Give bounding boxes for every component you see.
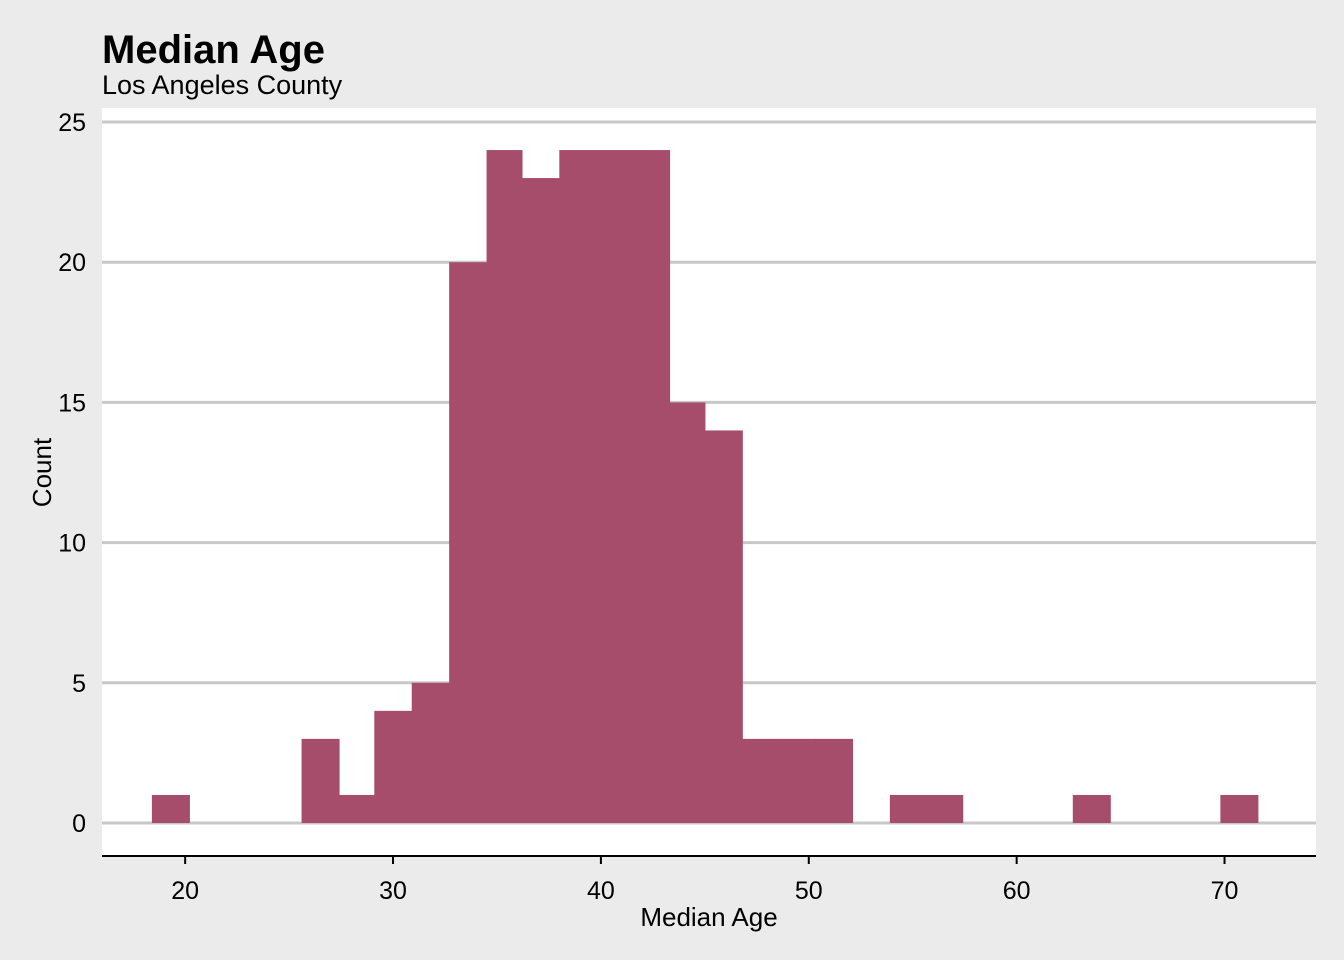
x-axis: 20 30 40 50 60 70 [102,855,1316,905]
x-tick-label-20: 20 [171,877,199,905]
y-tick-label-10: 10 [58,530,86,558]
histogram-bar-13 [742,738,781,823]
x-axis-label: Median Age [640,902,777,932]
histogram-bar-5 [449,262,488,823]
chart-subtitle: Los Angeles County [102,70,343,100]
histogram-bar-4 [411,682,450,823]
histogram-bar-16 [889,794,926,823]
histogram-bar-10 [632,150,671,824]
histogram-bar-17 [925,794,964,823]
histogram-bar-15 [815,738,854,823]
x-tick-label-70: 70 [1211,877,1239,905]
y-tick-label-15: 15 [58,389,86,417]
histogram-bar-1 [301,738,340,823]
y-axis-label: Count [27,437,57,507]
histogram-bar-8 [559,150,598,824]
y-tick-label-5: 5 [72,670,86,698]
chart-title: Median Age [102,28,325,72]
histogram-bar-9 [596,150,633,824]
histogram-bar-3 [374,710,413,823]
histogram-bar-7 [521,178,560,823]
histogram-bar-19 [1220,794,1259,823]
histogram-bar-0 [151,794,190,823]
histogram-bar-11 [669,402,706,823]
y-tick-label-20: 20 [58,249,86,277]
histogram-bar-18 [1072,794,1111,823]
x-tick-label-60: 60 [1003,877,1031,905]
y-tick-label-25: 25 [58,109,86,137]
y-tick-label-0: 0 [72,810,86,838]
histogram-bar-2 [338,794,375,823]
x-tick-label-30: 30 [379,877,407,905]
x-tick-label-50: 50 [795,877,823,905]
histogram-bar-12 [704,430,743,823]
histogram-bar-6 [486,150,523,824]
histogram-bars [151,150,1259,824]
histogram-bar-14 [779,738,816,823]
y-axis-ticks: 0 5 10 15 20 25 [58,109,86,838]
x-tick-label-40: 40 [587,877,615,905]
grid-lines [102,120,1316,825]
